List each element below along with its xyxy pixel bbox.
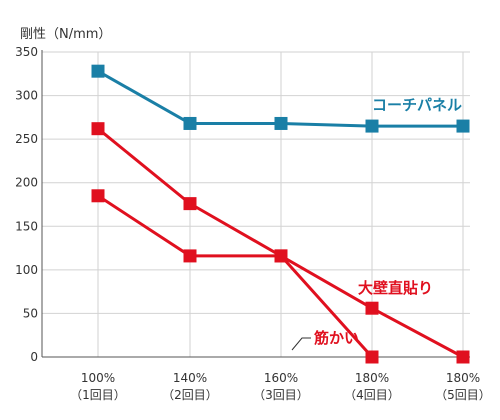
series-marker-0 xyxy=(274,116,288,130)
y-tick-label: 0 xyxy=(30,350,38,364)
x-tick-label: 100% xyxy=(81,371,115,385)
series-marker-1 xyxy=(365,301,379,315)
y-axis-title: 剛性（N/mm） xyxy=(20,27,111,42)
series-label-callout-line xyxy=(291,337,311,351)
series-label-sujikai: 筋かい xyxy=(313,329,359,347)
y-tick-label: 200 xyxy=(15,176,38,190)
series-marker-0 xyxy=(456,119,470,133)
y-tick-label: 150 xyxy=(15,219,38,233)
x-tick-label: 160% xyxy=(264,371,298,385)
y-tick-label: 300 xyxy=(15,89,38,103)
grid-layer xyxy=(42,51,470,358)
series-marker-2 xyxy=(91,189,105,203)
x-tick-label: 140% xyxy=(173,371,207,385)
series-label-coach-panel: コーチパネル xyxy=(372,96,462,114)
series-marker-2 xyxy=(183,249,197,263)
series-marker-1 xyxy=(91,122,105,136)
y-tick-label: 250 xyxy=(15,132,38,146)
x-tick-label: 180% xyxy=(446,371,480,385)
y-tick-label: 50 xyxy=(23,306,38,320)
x-tick-sublabel: （2回目） xyxy=(162,388,218,402)
x-tick-sublabel: （5回目） xyxy=(435,388,491,402)
series-marker-1 xyxy=(183,197,197,211)
x-tick-sublabel: （3回目） xyxy=(253,388,309,402)
x-tick-label: 180% xyxy=(355,371,389,385)
series-label-okabe: 大壁直貼り xyxy=(358,279,433,297)
series-marker-2 xyxy=(274,249,288,263)
y-tick-label: 350 xyxy=(15,45,38,59)
x-tick-sublabel: （1回目） xyxy=(70,388,126,402)
series-marker-1 xyxy=(456,350,470,364)
y-tick-label: 100 xyxy=(15,263,38,277)
axis-layer: 0 50 100 150 200 250 300 350 100% （1回目） 140% （2回目） 1… xyxy=(15,45,491,402)
series-marker-0 xyxy=(183,116,197,130)
series-marker-0 xyxy=(365,119,379,133)
x-tick-sublabel: （4回目） xyxy=(344,388,400,402)
series-marker-2 xyxy=(365,350,379,364)
series-marker-0 xyxy=(91,64,105,78)
series-line-2 xyxy=(97,194,374,359)
